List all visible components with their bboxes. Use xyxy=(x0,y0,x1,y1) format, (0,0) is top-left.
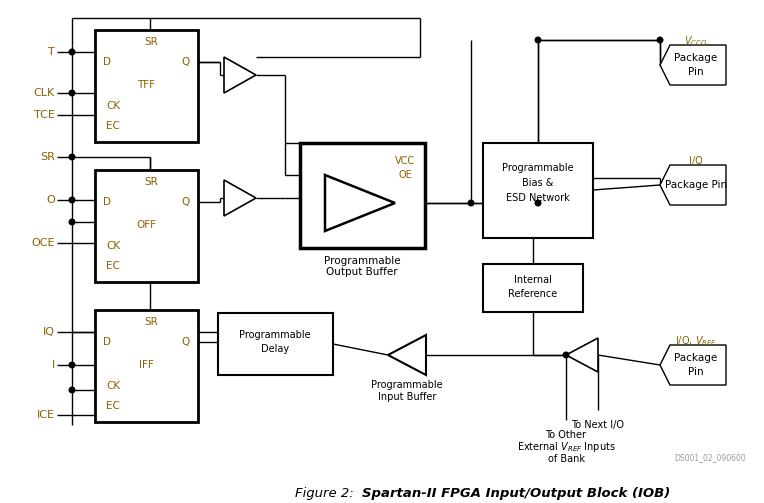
Text: DS001_02_090600: DS001_02_090600 xyxy=(674,454,746,462)
Text: T: T xyxy=(48,47,55,57)
Text: Reference: Reference xyxy=(508,289,558,299)
Circle shape xyxy=(70,90,75,96)
Circle shape xyxy=(70,49,75,55)
Circle shape xyxy=(536,37,541,43)
Text: EC: EC xyxy=(106,401,120,411)
Text: TFF: TFF xyxy=(138,80,156,90)
Text: ICE: ICE xyxy=(37,410,55,420)
Circle shape xyxy=(657,37,663,43)
Bar xyxy=(95,170,198,282)
Text: External $V_{REF}$ Inputs: External $V_{REF}$ Inputs xyxy=(516,440,615,454)
Polygon shape xyxy=(224,57,256,93)
Text: I/O, $V_{REF}$: I/O, $V_{REF}$ xyxy=(675,334,717,348)
Polygon shape xyxy=(388,335,426,375)
Bar xyxy=(218,313,333,375)
Text: Q: Q xyxy=(182,337,190,347)
Text: I: I xyxy=(52,360,55,370)
Bar xyxy=(483,143,593,238)
Polygon shape xyxy=(224,180,256,216)
Text: Pin: Pin xyxy=(688,367,704,377)
Text: O: O xyxy=(47,195,55,205)
Text: EC: EC xyxy=(106,261,120,271)
Bar xyxy=(300,143,425,248)
Polygon shape xyxy=(325,175,395,231)
Text: Spartan-II FPGA Input/Output Block (IOB): Spartan-II FPGA Input/Output Block (IOB) xyxy=(362,486,670,499)
Circle shape xyxy=(70,387,75,393)
Text: Bias &: Bias & xyxy=(523,178,554,188)
Text: SR: SR xyxy=(144,317,158,327)
Text: To Other: To Other xyxy=(545,430,587,440)
Polygon shape xyxy=(660,45,726,85)
Text: Figure 2:: Figure 2: xyxy=(295,486,362,499)
Text: I/O: I/O xyxy=(689,156,703,166)
Text: Output Buffer: Output Buffer xyxy=(326,267,398,277)
Text: Q: Q xyxy=(182,197,190,207)
Text: IQ: IQ xyxy=(43,327,55,337)
Text: Programmable: Programmable xyxy=(324,256,400,266)
Bar xyxy=(95,310,198,422)
Text: EC: EC xyxy=(106,121,120,131)
Text: ESD Network: ESD Network xyxy=(506,193,570,203)
Polygon shape xyxy=(660,165,726,205)
Text: VCC: VCC xyxy=(395,156,415,166)
Text: IFF: IFF xyxy=(139,360,154,370)
Circle shape xyxy=(468,200,474,206)
Text: Q: Q xyxy=(182,57,190,67)
Circle shape xyxy=(70,219,75,225)
Circle shape xyxy=(563,352,569,358)
Text: OE: OE xyxy=(398,170,412,180)
Text: of Bank: of Bank xyxy=(548,454,584,464)
Text: SR: SR xyxy=(40,152,55,162)
Text: Programmable: Programmable xyxy=(371,380,443,390)
Text: Programmable: Programmable xyxy=(502,163,574,173)
Text: Delay: Delay xyxy=(261,344,289,354)
Text: OFF: OFF xyxy=(137,220,157,230)
Text: SR: SR xyxy=(144,37,158,47)
Text: CLK: CLK xyxy=(34,88,55,98)
Circle shape xyxy=(70,362,75,368)
Text: CK: CK xyxy=(106,101,120,111)
Circle shape xyxy=(70,197,75,203)
Text: OCE: OCE xyxy=(31,238,55,248)
Text: SR: SR xyxy=(144,177,158,187)
Text: CK: CK xyxy=(106,241,120,251)
Circle shape xyxy=(536,200,541,206)
Polygon shape xyxy=(660,345,726,385)
Text: Package: Package xyxy=(675,353,717,363)
Text: Input Buffer: Input Buffer xyxy=(378,392,436,402)
Circle shape xyxy=(70,154,75,160)
Text: Package: Package xyxy=(675,53,717,63)
Text: D: D xyxy=(103,197,111,207)
Text: D: D xyxy=(103,57,111,67)
Bar xyxy=(95,30,198,142)
Bar xyxy=(483,264,583,312)
Text: CK: CK xyxy=(106,381,120,391)
Text: Package Pin: Package Pin xyxy=(665,180,727,190)
Polygon shape xyxy=(566,338,598,372)
Text: D: D xyxy=(103,337,111,347)
Text: $V_{CCO}$: $V_{CCO}$ xyxy=(685,34,707,48)
Text: TCE: TCE xyxy=(34,110,55,120)
Text: Pin: Pin xyxy=(688,67,704,77)
Text: Internal: Internal xyxy=(514,275,552,285)
Text: To Next I/O: To Next I/O xyxy=(571,420,624,430)
Text: Programmable: Programmable xyxy=(239,330,311,340)
